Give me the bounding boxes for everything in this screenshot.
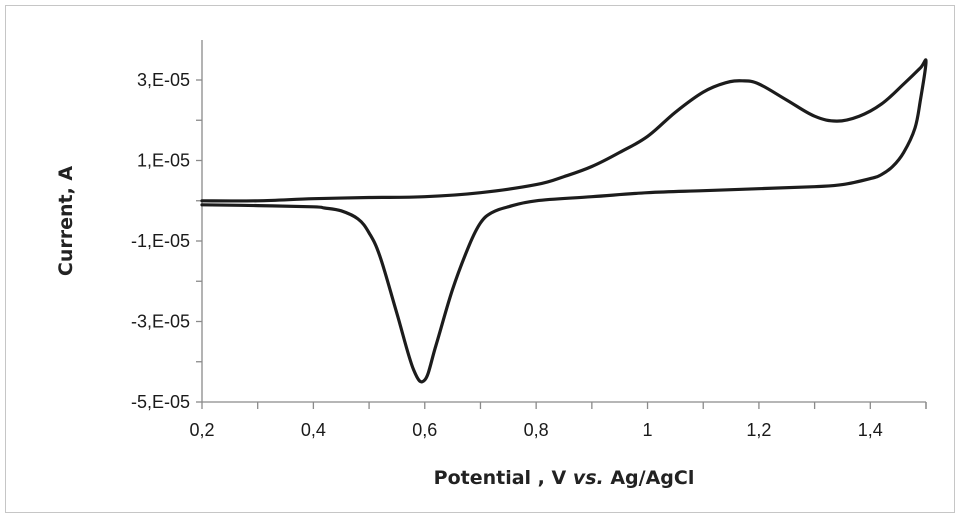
- x-axis-title-part-1: Potential , V: [434, 467, 573, 489]
- x-axis-title-part-3: Ag/AgCl: [604, 467, 695, 489]
- x-tick-label: 1: [643, 420, 653, 440]
- y-tick-label: 3,E-05: [137, 70, 190, 90]
- series-layer: [200, 58, 928, 384]
- x-tick-label: 0,8: [524, 420, 549, 440]
- x-axis-title-part-2: vs.: [573, 467, 604, 489]
- chart-frame: [5, 5, 955, 513]
- ticks: [196, 79, 927, 409]
- x-tick-label: 0,2: [189, 420, 214, 440]
- series-line-1: [200, 58, 928, 384]
- x-axis-title: Potential , V vs. Ag/AgCl: [434, 467, 695, 489]
- y-tick-label: 1,E-05: [137, 151, 190, 171]
- x-tick-label: 0,6: [412, 420, 437, 440]
- y-tick-label: -5,E-05: [131, 392, 190, 412]
- y-tick-label: -3,E-05: [131, 312, 190, 332]
- x-tick-label: 0,4: [301, 420, 326, 440]
- x-tick-label: 1,2: [746, 420, 771, 440]
- y-tick-label: -1,E-05: [131, 231, 190, 251]
- axes: [201, 40, 926, 403]
- x-tick-label: 1,4: [858, 420, 883, 440]
- y-axis-title: Current, A: [55, 166, 77, 277]
- tick-labels: 3,E-05 1,E-05 -1,E-05 -3,E-05 -5,E-05 0,2 0,4 0…: [131, 70, 883, 440]
